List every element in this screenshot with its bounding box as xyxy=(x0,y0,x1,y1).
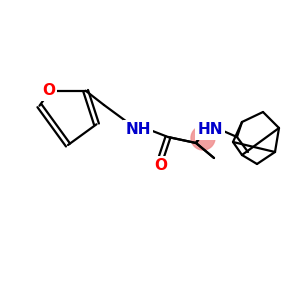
Text: O: O xyxy=(42,83,55,98)
Circle shape xyxy=(191,126,215,150)
Text: HN: HN xyxy=(197,122,223,137)
Text: O: O xyxy=(154,158,167,173)
Text: NH: NH xyxy=(125,122,151,137)
